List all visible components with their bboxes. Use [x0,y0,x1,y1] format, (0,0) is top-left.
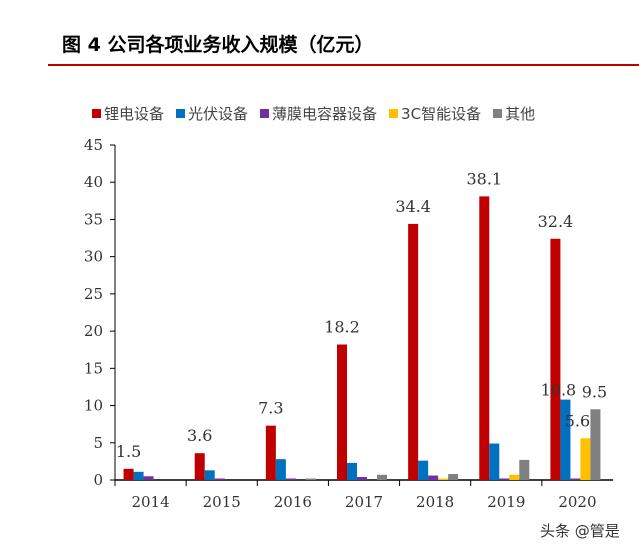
legend-label: 其他 [505,105,536,123]
bar [408,223,419,480]
y-tick-label: 10 [84,397,103,415]
y-tick-label: 15 [84,359,103,377]
bar [550,238,561,480]
data-label: 9.5 [582,382,607,401]
bar [275,459,286,480]
bar [438,478,449,480]
data-label: 32.4 [538,212,574,231]
data-label: 10.8 [541,381,577,400]
bar [560,399,571,480]
bar [214,478,225,480]
bar [204,470,215,480]
legend-label: 3C智能设备 [401,105,482,123]
bar [347,462,357,480]
bar [570,478,581,480]
legend-item: 光伏设备 [176,103,248,124]
y-tick-label: 40 [84,173,103,191]
data-label: 5.6 [565,411,590,430]
x-tick-label: 2020 [558,493,596,511]
bar [448,474,459,480]
bar [418,460,429,480]
bar [479,196,490,480]
bar [590,409,601,480]
title-rule [48,64,639,66]
bar [123,468,134,480]
legend-item: 锂电设备 [92,103,164,124]
bar [499,478,510,480]
legend-swatch [176,109,186,118]
bar [143,476,154,480]
legend-item: 3C智能设备 [389,103,481,124]
data-label: 3.6 [187,426,212,445]
bar [519,459,530,480]
legend-swatch [260,109,270,118]
y-tick-label: 25 [84,285,103,303]
bar [194,453,205,480]
legend-label: 光伏设备 [188,105,249,123]
data-label: 34.4 [395,197,431,216]
bar [377,474,387,480]
legend: 锂电设备 光伏设备 薄膜电容器设备 3C智能设备 其他 [92,103,535,124]
bar [580,438,591,480]
y-tick-label: 0 [93,471,103,489]
x-tick-label: 2016 [274,493,312,511]
legend-label: 薄膜电容器设备 [272,105,378,123]
legend-swatch [92,109,101,118]
bar [489,443,500,480]
bar [357,477,367,480]
bar [265,425,276,480]
legend-label: 锂电设备 [104,105,165,123]
legend-item: 薄膜电容器设备 [260,103,377,124]
watermark: 头条 @管是 [540,522,620,540]
x-tick-label: 2015 [203,493,241,511]
data-label: 1.5 [116,442,141,461]
data-label: 38.1 [466,169,502,188]
y-tick-label: 20 [84,322,103,340]
x-tick-label: 2018 [416,493,454,511]
bar [509,474,520,480]
data-label: 7.3 [258,399,283,418]
data-label: 18.2 [324,318,360,337]
x-tick-label: 2017 [345,493,383,511]
legend-item: 其他 [493,103,535,124]
bar [133,471,144,480]
legend-swatch [493,109,503,118]
bar [285,478,296,480]
chart-title: 图 4 公司各项业务收入规模（亿元） [62,34,374,56]
bar [428,475,439,480]
y-tick-label: 5 [93,434,103,452]
x-tick-label: 2014 [131,493,169,511]
x-tick-label: 2019 [487,493,525,511]
y-tick-label: 35 [84,210,103,228]
bar [305,478,316,480]
y-tick-label: 30 [84,248,103,266]
bar [337,344,347,480]
y-tick-label: 45 [84,136,103,154]
legend-swatch [389,109,399,118]
